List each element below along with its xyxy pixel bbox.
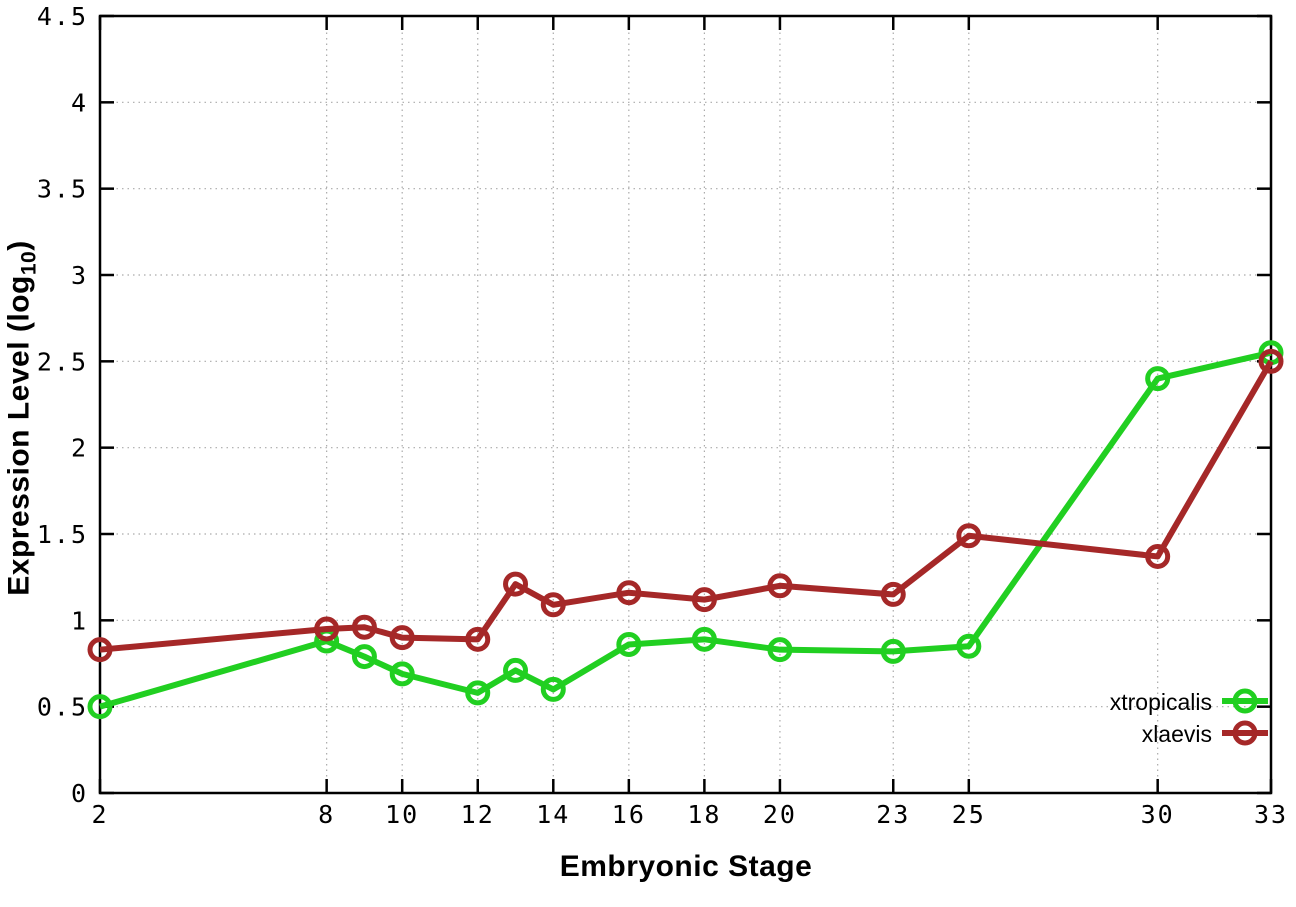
y-tick-label: 4 [71,88,88,117]
data-point-xtropicalis [691,626,717,652]
data-point-xtropicalis [540,676,566,702]
data-point-xlaevis [389,625,415,651]
data-point-xlaevis [1145,543,1171,569]
data-point-xlaevis [465,626,491,652]
y-tick-label: 1 [71,606,88,635]
data-point-xlaevis [767,573,793,599]
y-tick-label: 3 [71,261,88,290]
y-tick-label: 4.5 [37,2,88,31]
data-point-xlaevis [880,581,906,607]
x-tick-label: 12 [461,800,495,829]
y-tick-label: 2.5 [37,347,88,376]
data-point-xtropicalis [956,633,982,659]
data-point-xlaevis [503,571,529,597]
data-point-xtropicalis [465,680,491,706]
x-axis-title: Embryonic Stage [559,850,813,883]
y-tick-label: 0.5 [37,693,88,722]
x-tick-label: 14 [536,800,570,829]
y-axis-title-subscript: 10 [17,250,41,276]
y-axis-title-text: Expression Level (log [2,275,36,596]
legend-label-xtropicalis: xtropicalis [1110,689,1212,715]
data-point-xtropicalis [389,661,415,687]
x-tick-label: 33 [1254,800,1288,829]
y-axis-title-suffix: ) [2,240,36,251]
y-tick-label: 1.5 [37,520,88,549]
x-tick-label: 25 [952,800,986,829]
data-point-xtropicalis [880,638,906,664]
data-point-xlaevis [540,592,566,618]
y-tick-label: 3.5 [37,175,88,204]
legend-marker-xlaevis [1232,720,1258,746]
y-tick-label: 2 [71,434,88,463]
legend-label-xlaevis: xlaevis [1142,721,1212,747]
data-point-xlaevis [1258,348,1284,374]
data-point-xtropicalis [1145,366,1171,392]
data-point-xtropicalis [616,632,642,658]
data-point-xtropicalis [351,644,377,670]
x-tick-label: 30 [1141,800,1175,829]
y-axis-title: Expression Level (log10) [3,240,42,595]
data-point-xtropicalis [87,694,113,720]
data-point-xlaevis [314,616,340,642]
plot-border [98,14,1273,795]
legend-marker-xtropicalis [1232,688,1258,714]
data-point-xtropicalis [503,657,529,683]
series-line-xlaevis [99,359,1274,653]
data-point-xlaevis [691,587,717,613]
x-tick-label: 16 [612,800,646,829]
x-tick-label: 2 [91,800,108,829]
x-tick-label: 10 [385,800,419,829]
x-tick-label: 18 [687,800,721,829]
data-point-xlaevis [87,637,113,663]
data-point-xlaevis [616,580,642,606]
data-point-xlaevis [956,523,982,549]
y-tick-label: 0 [71,779,88,808]
series-line-xtropicalis [99,349,1272,710]
x-tick-label: 20 [763,800,797,829]
x-tick-label: 23 [876,800,910,829]
data-point-xlaevis [351,614,377,640]
data-point-xtropicalis [767,637,793,663]
x-tick-label: 8 [318,800,335,829]
